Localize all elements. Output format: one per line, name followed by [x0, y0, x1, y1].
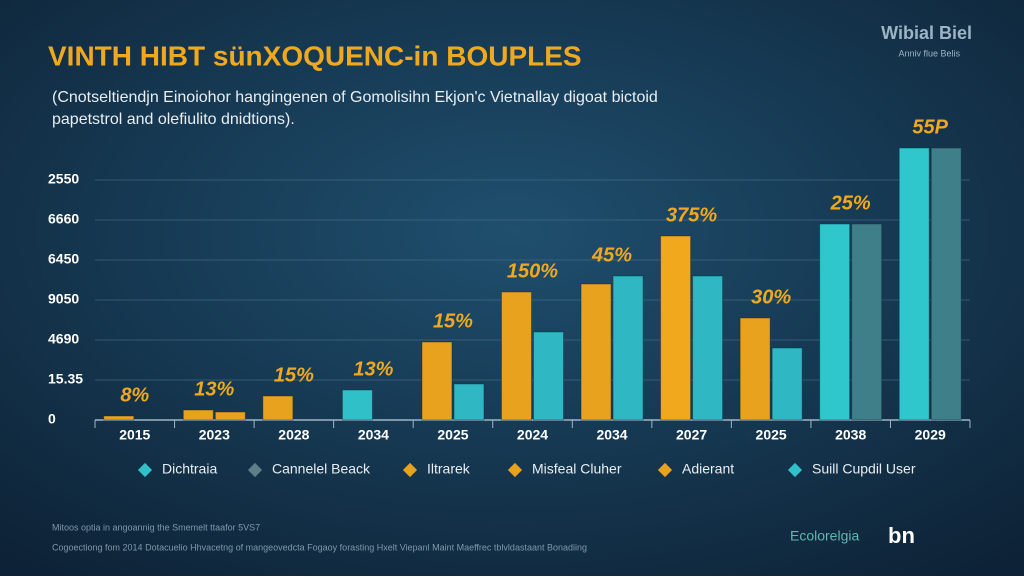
- x-tick-label: 2034: [596, 427, 627, 443]
- legend-label: Dichtraia: [162, 461, 217, 477]
- bar: [692, 275, 724, 421]
- legend-swatch: [787, 462, 803, 478]
- bar: [580, 283, 612, 421]
- x-tick-label: 2029: [915, 427, 946, 443]
- bar-label: 150%: [507, 260, 558, 282]
- x-tick-label: 2034: [358, 427, 389, 443]
- footer-logo: bn: [888, 523, 915, 548]
- brand: Wibial Biel: [881, 23, 972, 43]
- legend-label: Misfeal Cluher: [532, 461, 622, 477]
- bar: [819, 223, 851, 421]
- y-tick-label: 9050: [48, 291, 79, 307]
- subtitle: (Cnotseltiendjn Einoiohor hangingenen of…: [52, 89, 658, 106]
- bar: [898, 147, 930, 421]
- y-tick-label: 15.35: [48, 371, 83, 387]
- y-tick-label: 0: [48, 411, 56, 427]
- bar-label: 13%: [353, 358, 393, 380]
- bar: [341, 389, 373, 421]
- bar-label: 15%: [274, 364, 314, 386]
- bar: [533, 331, 564, 421]
- bar-label: 8%: [120, 384, 149, 406]
- bar: [501, 291, 532, 421]
- bar: [612, 275, 644, 421]
- bar: [851, 223, 883, 421]
- legend-swatch: [507, 462, 523, 478]
- legend-label: Suill Cupdil User: [812, 461, 916, 477]
- x-tick-label: 2025: [437, 427, 468, 443]
- x-tick-label: 2025: [756, 427, 787, 443]
- bar: [262, 395, 294, 421]
- legend-swatch: [247, 462, 263, 478]
- bar-label: 55P: [912, 116, 948, 138]
- legend-swatch: [657, 462, 673, 478]
- legend-label: Cannelel Beack: [272, 461, 371, 477]
- chart-title: VINTH HIBT sünXOQUENC-in BOUPLES: [48, 40, 582, 71]
- y-tick-label: 6660: [48, 211, 79, 227]
- legend-swatch: [402, 462, 418, 478]
- bar: [421, 341, 453, 421]
- bar: [103, 415, 135, 421]
- legend-label: Adierant: [682, 461, 734, 477]
- x-tick-label: 2027: [676, 427, 707, 443]
- legend-swatch: [137, 462, 153, 478]
- y-tick-label: 4690: [48, 331, 79, 347]
- bar-label: 25%: [830, 192, 871, 214]
- x-tick-label: 2038: [835, 427, 866, 443]
- bar: [182, 409, 214, 421]
- x-tick-label: 2015: [119, 427, 150, 443]
- legend-label: Iltrarek: [427, 461, 471, 477]
- bar-label: 375%: [666, 204, 717, 226]
- bar-label: 15%: [433, 310, 473, 332]
- bar-label: 13%: [194, 378, 234, 400]
- bar: [660, 235, 692, 421]
- bar: [453, 383, 485, 421]
- bar-label: 45%: [591, 244, 632, 266]
- y-tick-label: 6450: [48, 251, 79, 267]
- footer-text: Cogoectiong fom 2014 Dotacuelio Hhvacetn…: [52, 542, 587, 552]
- y-tick-label: 2550: [48, 171, 79, 187]
- bar: [739, 317, 771, 421]
- footer-text: Mitoos optia in angoannig the Smemelt tt…: [52, 522, 260, 532]
- bar-label: 30%: [751, 286, 791, 308]
- x-tick-label: 2023: [199, 427, 230, 443]
- bar: [930, 147, 962, 421]
- subtitle: papetstrol and olefiulito dnidtions).: [52, 111, 295, 128]
- bar: [214, 411, 246, 421]
- footer-logo: Ecolorelgia: [790, 528, 859, 544]
- x-tick-label: 2024: [517, 427, 548, 443]
- bar: [771, 347, 803, 421]
- brand-sub: Anniv flue Belis: [898, 48, 960, 58]
- x-tick-label: 2028: [278, 427, 309, 443]
